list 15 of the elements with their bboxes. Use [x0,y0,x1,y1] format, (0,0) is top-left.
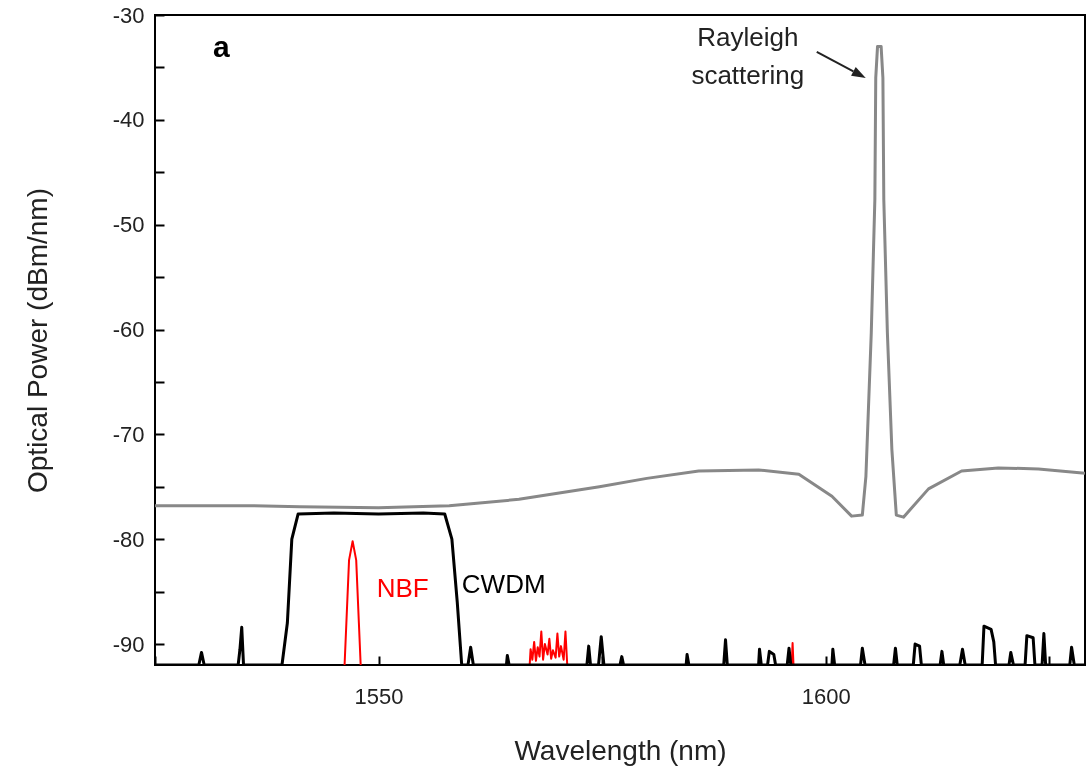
x-axis-title: Wavelength (nm) [514,734,727,766]
y-tick-label: -70 [112,421,145,447]
y-tick-label: -80 [112,526,145,552]
y-tick-label: -60 [112,317,145,343]
series-label: CWDM [461,568,546,599]
y-tick-label: -40 [112,107,145,133]
annotation: a [213,30,230,63]
y-tick-label: -90 [112,631,145,657]
x-tick-label: 1600 [801,683,851,709]
y-tick-label: -50 [112,212,145,238]
series-label: NBF [376,573,429,604]
annotation: Rayleigh scattering [691,21,805,90]
y-tick-label: -30 [112,2,145,28]
y-axis-title: Optical Power (dBm/nm) [21,188,53,493]
x-tick-label: 1550 [354,683,404,709]
